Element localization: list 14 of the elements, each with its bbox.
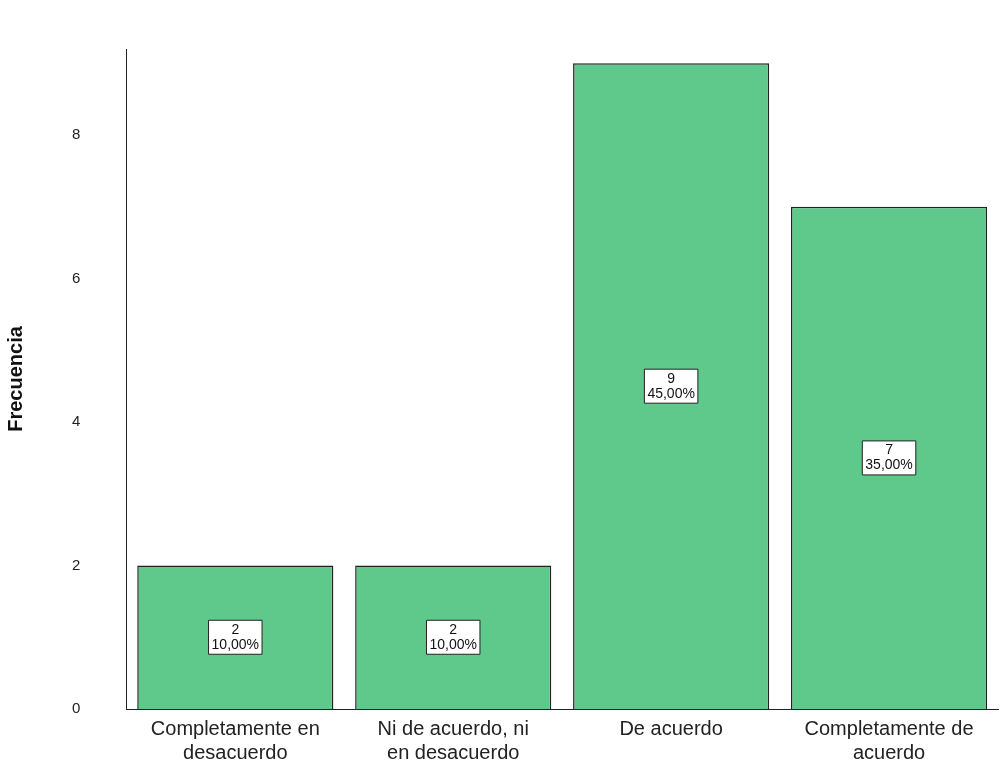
data-label: 2 10,00% — [429, 620, 477, 652]
y-tick-label: 0 — [72, 699, 81, 717]
x-tick-label: Ni de acuerdo, ni en desacuerdo — [377, 716, 529, 763]
y-tick-label: 8 — [72, 125, 81, 143]
x-tick-label: Completamente de acuerdo — [804, 716, 974, 763]
y-tick-label: 4 — [72, 412, 81, 430]
data-label: 7 35,00% — [865, 441, 913, 473]
y-tick-label: 6 — [72, 268, 81, 286]
y-tick-label: 2 — [72, 555, 81, 573]
data-label: 9 45,00% — [647, 369, 695, 401]
x-tick-label: Completamente en desacuerdo — [150, 716, 320, 763]
x-tick-label: De acuerdo — [619, 716, 723, 739]
data-label: 2 10,00% — [211, 620, 260, 652]
y-axis-title: Frecuencia — [3, 325, 26, 432]
